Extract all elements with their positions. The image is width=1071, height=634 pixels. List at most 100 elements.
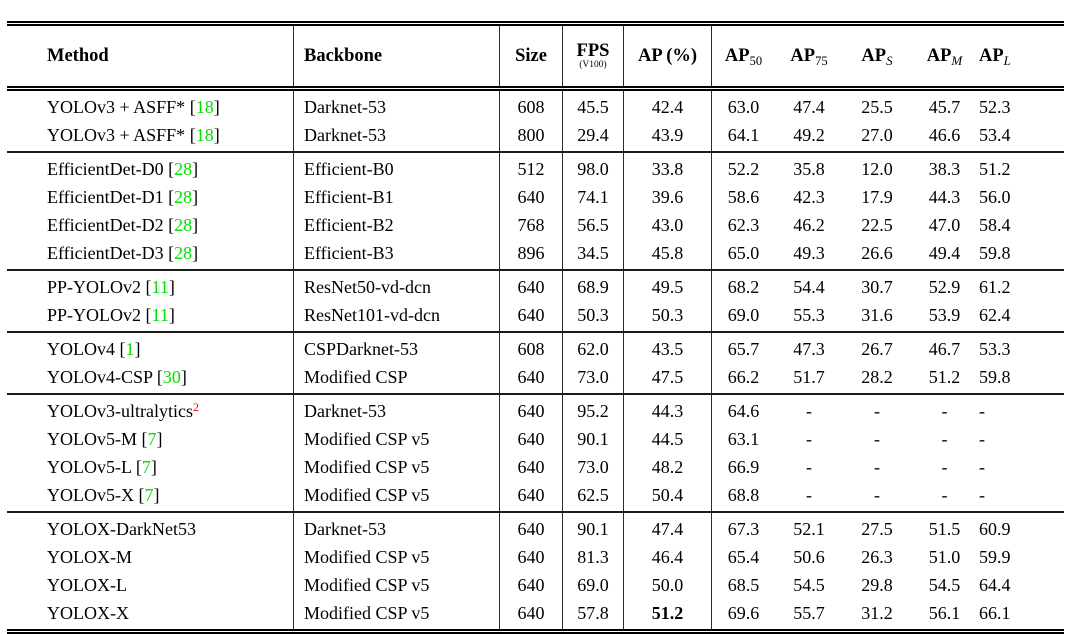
ap75-cell: 55.3 [793, 305, 825, 325]
citation-link[interactable]: [7] [131, 457, 157, 477]
table-row: YOLOX-L Modified CSP v5 640 69.0 50.0 68.5 54.… [7, 571, 1064, 599]
ap-cell: 44.5 [623, 425, 712, 453]
table-group-1: EfficientDet-D0 [28] Efficient-B0 512 98.0 3… [7, 152, 1064, 270]
ap75-cell: 49.3 [793, 243, 825, 263]
table-row: YOLOv5-X [7] Modified CSP v5 640 62.5 50.4 68… [7, 481, 1064, 512]
fps-cell: 57.8 [562, 599, 624, 632]
citation-number[interactable]: 7 [144, 485, 154, 505]
aps-cell: 31.6 [861, 305, 893, 325]
apm-cell: 51.0 [928, 547, 961, 567]
citation-link[interactable]: [28] [163, 159, 199, 179]
apl-cell: 59.8 [979, 367, 1011, 387]
footnote-marker[interactable]: 2 [192, 400, 199, 414]
method-cell: EfficientDet-D2 [28] [7, 211, 294, 239]
citation-link[interactable]: [18] [185, 97, 220, 117]
col-header-ap-small: APS [843, 23, 911, 91]
citation-link[interactable]: [11] [141, 305, 175, 325]
aps-cell: - [874, 485, 880, 505]
backbone-cell: Darknet-53 [293, 512, 500, 543]
method-cell: YOLOv5-X [7] [7, 481, 294, 512]
backbone-cell: Modified CSP v5 [293, 453, 500, 481]
ap-cell: 48.2 [623, 453, 712, 481]
citation-number[interactable]: 28 [174, 159, 193, 179]
citation-number[interactable]: 30 [162, 367, 181, 387]
ap75-cell: 52.1 [793, 519, 825, 539]
size-cell: 640 [499, 183, 563, 211]
citation-number[interactable]: 18 [195, 125, 214, 145]
method-cell: YOLOv3-ultralytics2 [7, 394, 294, 425]
ap50-cell: 66.2 [727, 367, 760, 387]
apl-cell: 56.0 [979, 187, 1011, 207]
apl-cell: 51.2 [979, 159, 1011, 179]
citation-link[interactable]: [7] [134, 485, 160, 505]
table-row: YOLOv4 [1] CSPDarknet-53 608 62.0 43.5 65.7 47… [7, 332, 1064, 363]
citation-number[interactable]: 7 [147, 429, 157, 449]
method-cell: PP-YOLOv2 [11] [7, 270, 294, 301]
fps-cell: 98.0 [562, 152, 624, 183]
apl-cell: 59.9 [979, 547, 1011, 567]
results-table: Method Backbone Size FPS (V100) AP (%) A… [7, 21, 1064, 634]
ap75-cell: 54.4 [793, 277, 825, 297]
size-cell: 640 [499, 425, 563, 453]
apl-cell: 58.4 [979, 215, 1011, 235]
aps-cell: 22.5 [861, 215, 893, 235]
col-header-ap50: AP50 [711, 23, 775, 91]
ap75-base: AP [790, 45, 816, 66]
ap75-cell: - [806, 485, 812, 505]
ap50-cell: 63.0 [727, 97, 760, 117]
size-cell: 640 [499, 394, 563, 425]
citation-link[interactable]: [18] [185, 125, 220, 145]
ap50-cell: 67.3 [727, 519, 760, 539]
ap75-cell: - [806, 457, 812, 477]
aps-cell: - [874, 429, 880, 449]
citation-number[interactable]: 1 [125, 339, 135, 359]
citation-number[interactable]: 7 [141, 457, 151, 477]
citation-number[interactable]: 11 [151, 277, 169, 297]
ap75-cell: 54.5 [793, 575, 825, 595]
citation-number[interactable]: 28 [174, 187, 193, 207]
method-cell: YOLOv3 + ASFF* [18] [7, 121, 294, 152]
citation-number[interactable]: 28 [174, 243, 193, 263]
apm-base: AP [926, 45, 952, 66]
citation-number[interactable]: 11 [151, 305, 169, 325]
apl-cell: 59.8 [979, 243, 1011, 263]
apm-cell: - [941, 457, 948, 477]
citation-link[interactable]: [28] [163, 215, 199, 235]
ap75-cell: 47.4 [793, 97, 825, 117]
citation-link[interactable]: [1] [115, 339, 141, 359]
citation-link[interactable]: [28] [163, 187, 199, 207]
ap-cell: 39.6 [623, 183, 712, 211]
apl-cell: 60.9 [979, 519, 1011, 539]
ap-cell: 50.4 [623, 481, 712, 512]
size-cell: 640 [499, 599, 563, 632]
ap75-sub: 75 [815, 53, 828, 68]
citation-link[interactable]: [28] [163, 243, 199, 263]
table-row: YOLOv3-ultralytics2 Darknet-53 640 95.2 44.3… [7, 394, 1064, 425]
citation-link[interactable]: [11] [141, 277, 175, 297]
aps-cell: 30.7 [861, 277, 893, 297]
table-group-5: YOLOX-DarkNet53 Darknet-53 640 90.1 47.4 67.3… [7, 512, 1064, 632]
ap-cell: 50.3 [623, 301, 712, 332]
ap50-cell: 69.0 [727, 305, 760, 325]
ap50-sub: 50 [749, 53, 763, 68]
col-header-ap: AP (%) [623, 23, 712, 91]
ap-cell: 49.5 [623, 270, 712, 301]
col-header-backbone: Backbone [293, 23, 500, 91]
size-cell: 608 [499, 88, 563, 121]
ap50-cell: 65.7 [727, 339, 760, 359]
apm-cell: 53.9 [928, 305, 961, 325]
apm-cell: 51.2 [928, 367, 961, 387]
backbone-cell: Darknet-53 [293, 121, 500, 152]
ap-cell: 43.9 [623, 121, 712, 152]
backbone-cell: ResNet101-vd-dcn [293, 301, 500, 332]
citation-number[interactable]: 28 [174, 215, 193, 235]
size-cell: 640 [499, 270, 563, 301]
citation-number[interactable]: 18 [195, 97, 214, 117]
citation-link[interactable]: [30] [152, 367, 187, 387]
table-group-3: YOLOv4 [1] CSPDarknet-53 608 62.0 43.5 65.7 47… [7, 332, 1064, 394]
backbone-cell: Modified CSP v5 [293, 599, 500, 632]
method-cell: YOLOv3 + ASFF* [18] [7, 88, 294, 121]
citation-link[interactable]: [7] [137, 429, 163, 449]
apl-cell: 66.1 [979, 603, 1011, 623]
aps-cell: 26.7 [861, 339, 893, 359]
